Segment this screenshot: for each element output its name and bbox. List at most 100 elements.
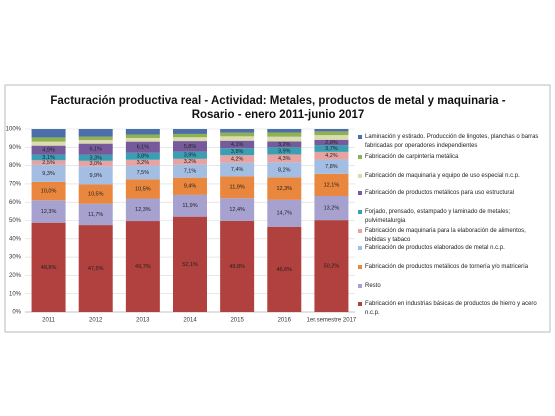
bar-segment xyxy=(78,129,113,137)
legend-swatch xyxy=(358,134,362,139)
bar-segment xyxy=(125,137,160,142)
data-label: 14,7% xyxy=(276,211,292,217)
bar-segment xyxy=(220,140,255,149)
x-tick-label: 2014 xyxy=(183,318,197,324)
data-label: 7,8% xyxy=(325,164,338,170)
bar-segment xyxy=(267,147,302,155)
bar-segment xyxy=(31,160,66,165)
y-tick-label: 10% xyxy=(9,291,22,297)
bar-segment xyxy=(78,160,113,167)
y-tick-label: 90% xyxy=(9,145,22,151)
legend-swatch xyxy=(358,190,362,195)
y-tick-label: 100% xyxy=(6,127,22,133)
bar-segment xyxy=(78,225,113,312)
data-label: 48,8% xyxy=(41,265,57,271)
x-tick-label: 2013 xyxy=(136,318,150,324)
bar-segment xyxy=(125,152,160,160)
legend-label: Fabricación de productos metálicos de to… xyxy=(365,264,529,270)
legend-label: Fabricación de maquinaria para la elabor… xyxy=(365,228,526,243)
data-label: 4,1% xyxy=(231,142,244,148)
bar-segment xyxy=(220,176,255,199)
data-label: 47,5% xyxy=(88,266,104,272)
bar-segment xyxy=(314,129,349,132)
bar-segment xyxy=(173,177,207,195)
data-label: 12,3% xyxy=(276,186,292,192)
data-label: 12,1% xyxy=(324,182,340,188)
bar-segment xyxy=(314,145,349,152)
bar-segment xyxy=(125,198,160,222)
bar-segment xyxy=(125,129,160,135)
bar-segment xyxy=(173,133,207,138)
bar-segment xyxy=(267,141,302,148)
data-label: 3,0% xyxy=(89,161,102,167)
data-label: 3,3% xyxy=(89,155,102,161)
data-label: 10,0% xyxy=(41,188,57,194)
bar-segment xyxy=(314,173,349,196)
bar-segment xyxy=(173,194,207,217)
legend-swatch xyxy=(358,283,362,288)
bar-segment xyxy=(173,129,207,134)
y-tick-label: 20% xyxy=(9,273,22,279)
bar-segment xyxy=(267,199,302,227)
legend-swatch xyxy=(358,245,362,250)
legend-item: Laminación y estirado. Producción de lin… xyxy=(358,133,545,150)
legend-swatch xyxy=(358,154,362,159)
data-label: 6,1% xyxy=(89,147,102,153)
bar-segment xyxy=(31,145,66,155)
data-label: 3,8% xyxy=(137,154,150,160)
bar-segment xyxy=(173,158,207,165)
bar-segment xyxy=(125,221,160,312)
data-label: 12,3% xyxy=(135,207,151,213)
bar-segment xyxy=(173,151,207,159)
y-tick-label: 60% xyxy=(9,200,22,206)
data-label: 7,5% xyxy=(137,170,150,176)
bar-segment xyxy=(31,181,66,201)
bar-segment xyxy=(78,166,113,185)
y-tick-label: 70% xyxy=(9,181,22,187)
data-label: 3,9% xyxy=(278,148,291,154)
data-label: 49,8% xyxy=(229,264,245,270)
bar-segment xyxy=(267,226,302,312)
data-label: 2,5% xyxy=(42,160,55,166)
bar-segment xyxy=(78,136,113,140)
bar-segment xyxy=(78,184,113,204)
y-tick-label: 80% xyxy=(9,163,22,169)
legend-item: Fabricación de maquinaria y equipo de us… xyxy=(358,172,545,181)
data-label: 9,3% xyxy=(42,171,55,177)
legend-item: Resto xyxy=(358,282,545,291)
bar-segment xyxy=(31,164,66,182)
bar-segment xyxy=(220,129,255,133)
x-tick-label: 2011 xyxy=(42,318,56,324)
data-label: 5,8% xyxy=(184,144,197,150)
bar-segment xyxy=(220,198,255,221)
bar-segment xyxy=(125,179,160,199)
bar-segment xyxy=(314,131,349,136)
legend-item: Fabricación en industrias básicas de pro… xyxy=(358,300,545,317)
bar-segment xyxy=(78,143,113,155)
bar-segment xyxy=(220,155,255,163)
bar-segment xyxy=(220,136,255,141)
data-label: 4,2% xyxy=(231,156,244,162)
x-tick-label: 1er.semestre 2017 xyxy=(307,318,357,324)
bar-segment xyxy=(173,164,207,178)
bar-segment xyxy=(220,220,255,312)
bar-segment xyxy=(314,135,349,140)
bar-segment xyxy=(267,154,302,163)
y-tick-label: 0% xyxy=(12,310,21,316)
data-label: 11,7% xyxy=(88,212,103,218)
bar-segment xyxy=(173,141,207,152)
bar-segment xyxy=(267,136,302,142)
data-label: 50,2% xyxy=(324,264,340,270)
legend-swatch xyxy=(358,228,362,233)
bar-segment xyxy=(267,162,302,178)
legend-item: Fabricación de maquinaria para la elabor… xyxy=(358,227,545,244)
data-label: 3,2% xyxy=(278,142,291,148)
data-label: 7,4% xyxy=(231,167,244,173)
bar-segment xyxy=(267,177,302,200)
data-label: 9,9% xyxy=(89,173,102,179)
data-label: 11,9% xyxy=(230,185,245,191)
bar-segment xyxy=(220,132,255,137)
data-label: 4,9% xyxy=(42,148,55,154)
